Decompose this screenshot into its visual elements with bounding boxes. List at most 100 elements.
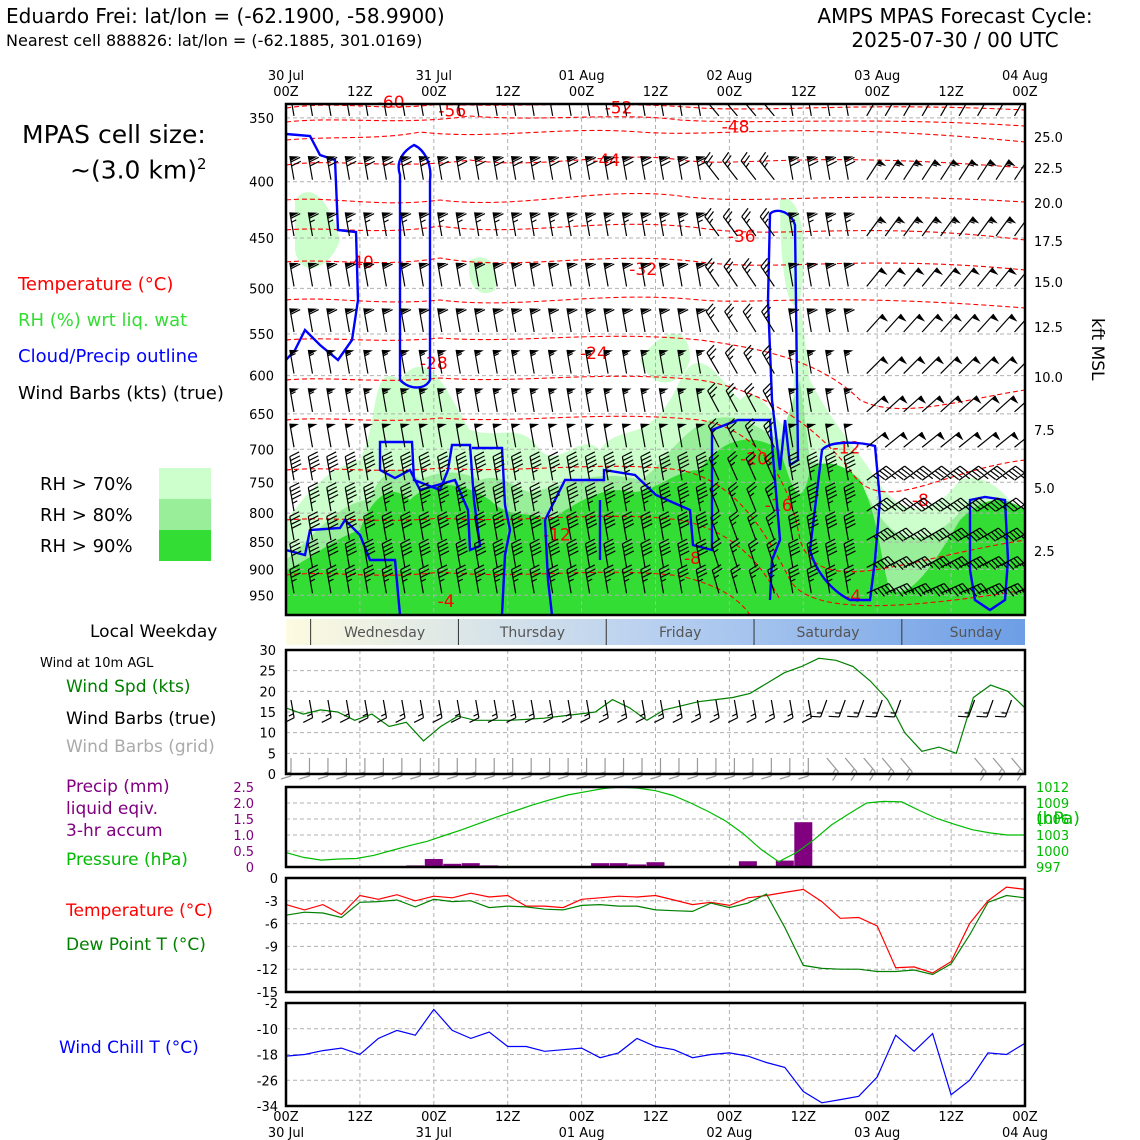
wind-barb <box>806 388 817 412</box>
panel-tick: -34 <box>257 1100 278 1115</box>
top-time-tick: 12Z <box>938 85 964 100</box>
wind-barb <box>566 538 579 568</box>
wind-barb <box>766 538 778 568</box>
sfc-wind-barbs-true <box>284 699 1013 723</box>
wind-barb <box>344 155 357 180</box>
wind-barb <box>976 699 994 718</box>
wind-barb <box>866 356 889 374</box>
wind-barb <box>977 267 999 287</box>
wind-barb <box>658 388 669 412</box>
wind-barb <box>307 482 320 512</box>
wind-barb <box>584 482 598 512</box>
wind-barb <box>400 349 410 374</box>
bottom-time-tick: 00Z <box>717 1110 743 1125</box>
wind-barb <box>492 538 505 568</box>
bottom-time-tick: 12Z <box>791 1110 817 1125</box>
wind-barb <box>418 308 430 333</box>
panel-tick: 1.5 <box>233 813 254 828</box>
wind-barb <box>658 262 670 287</box>
wind-barb <box>584 212 597 237</box>
wind-barb <box>566 423 577 448</box>
isotherm-label: -28 <box>420 354 448 374</box>
wind-barb <box>363 423 373 448</box>
top-time-tick: 12Z <box>347 85 373 100</box>
panel-tick: -12 <box>257 963 278 978</box>
wind-barb <box>437 564 449 594</box>
panel-tick: 2.5 <box>233 781 254 796</box>
wind-barb <box>884 699 902 718</box>
wind-barb <box>381 308 393 333</box>
wind-barb <box>722 207 738 237</box>
panel-tick: 25 <box>259 665 276 680</box>
wind-barb <box>726 418 738 448</box>
wind-barb <box>289 212 301 237</box>
wind-barb <box>621 262 634 287</box>
wind-barb <box>373 758 384 780</box>
wind-barb <box>455 349 466 374</box>
wind-barb <box>783 699 794 723</box>
wind-barb <box>473 451 487 481</box>
wind-barb <box>903 267 925 287</box>
wind-barb <box>307 538 320 568</box>
wind-barb <box>806 308 818 333</box>
wind-barb <box>363 212 375 237</box>
wind-barb <box>455 212 467 237</box>
forecast-cycle-line1: AMPS MPAS Forecast Cycle: <box>817 4 1093 28</box>
wind-barb <box>502 758 514 780</box>
wind-barb <box>381 388 392 412</box>
wind-barb <box>326 262 338 287</box>
wind-barb <box>621 451 635 481</box>
wind-chill-frame <box>284 1001 1027 1108</box>
wind-barb <box>940 431 964 448</box>
wind-barb <box>825 155 837 180</box>
wind-barb <box>381 511 394 541</box>
precip-bar <box>775 860 794 867</box>
nearest-cell-info: Nearest cell 888826: lat/lon = (-62.1885… <box>6 31 423 50</box>
wind-barb <box>977 431 1001 448</box>
wind-barb <box>958 465 988 481</box>
wind-barb <box>741 258 757 287</box>
wind-barb <box>798 758 809 780</box>
wind-barb <box>825 511 838 541</box>
wind-barb <box>958 582 989 597</box>
wind-barb <box>921 159 942 181</box>
wind-barb <box>825 262 837 287</box>
wind-barb <box>307 511 320 541</box>
wind-barb <box>492 262 504 287</box>
wind-barb <box>492 451 505 481</box>
wind-barb <box>921 104 935 117</box>
wind-barb <box>363 308 375 333</box>
panel-tick: -9 <box>265 940 278 955</box>
precip-frame <box>284 785 1027 869</box>
legend-rh70-label: RH > 70% <box>40 474 133 495</box>
weekday-strip: Wednesday Thursday Friday Saturday Sunday <box>286 619 1025 645</box>
wind-barbs <box>289 104 1025 597</box>
wind-barb <box>711 564 723 594</box>
wind-barb <box>510 482 524 512</box>
wind-barb <box>584 308 597 333</box>
wind-barb <box>447 758 458 780</box>
wind-barb <box>806 482 819 512</box>
wind-barb <box>529 155 542 180</box>
precip-bar <box>461 863 480 867</box>
wind-barb <box>740 151 757 181</box>
panel-tick: -3 <box>265 895 278 910</box>
wind-barb <box>847 699 865 718</box>
wind-barb <box>603 349 614 374</box>
wind-barb <box>843 451 856 481</box>
legend-wind-barbs-true: Wind Barbs (true) <box>66 709 217 729</box>
wind-barb <box>363 262 375 287</box>
wind-barb <box>730 564 741 594</box>
bottom-date-tick: 04 Aug <box>1002 1126 1048 1140</box>
wind-barb <box>469 699 480 723</box>
wind-barb <box>940 465 969 481</box>
pressure-tick: 350 <box>249 112 274 127</box>
wind-barb <box>940 582 970 597</box>
top-time-tick: 00Z <box>569 85 595 100</box>
wind-barb <box>921 395 945 413</box>
wind-barb <box>566 564 578 594</box>
wind-barb <box>843 349 854 374</box>
wind-barb <box>722 151 738 181</box>
wind-barb <box>995 356 1018 374</box>
